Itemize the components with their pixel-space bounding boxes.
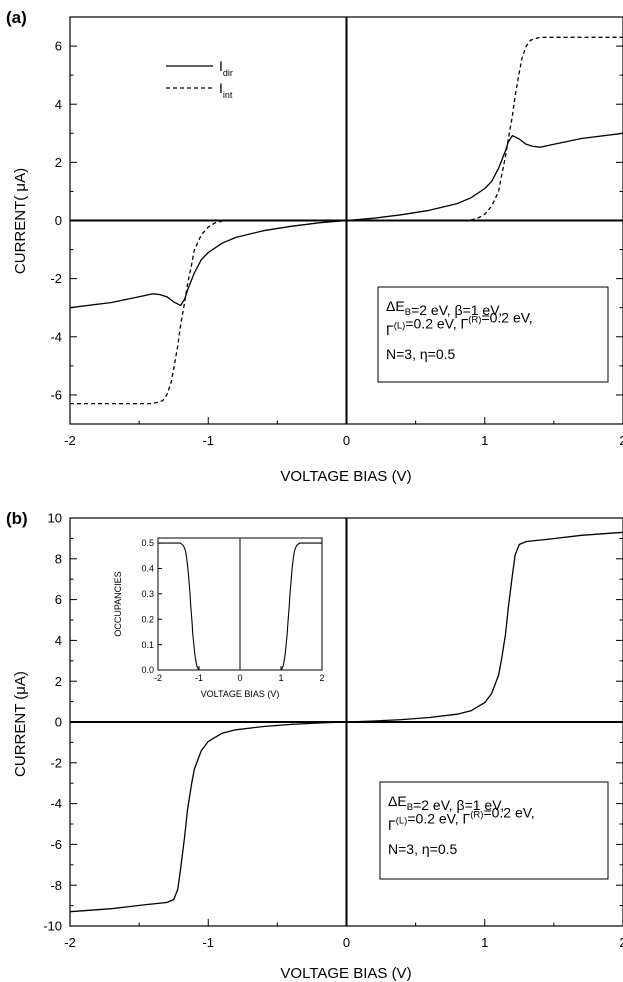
y-tick-label: 10 bbox=[48, 511, 62, 526]
legend-label: Iint bbox=[219, 80, 233, 100]
x-tick-label: 1 bbox=[481, 433, 488, 448]
inset-y-axis-label: OCCUPANCIES bbox=[113, 571, 123, 636]
series-line bbox=[69, 531, 623, 913]
inset-series-layer bbox=[158, 542, 322, 671]
annotation-text: Γ bbox=[388, 817, 396, 833]
x-tick-label: 2 bbox=[619, 433, 623, 448]
annotation-frame bbox=[379, 781, 609, 880]
x-tick-label: -2 bbox=[64, 433, 76, 448]
y-tick-label: -6 bbox=[50, 837, 62, 852]
series-line bbox=[158, 542, 322, 671]
y-tick-label: -4 bbox=[50, 796, 62, 811]
y-tick-label: 4 bbox=[55, 97, 62, 112]
annotation-line: ΔEB=2 eV, β=1 eV, bbox=[386, 298, 502, 318]
x-tick-label: 1 bbox=[481, 935, 488, 950]
inset-x-axis-label: VOLTAGE BIAS (V) bbox=[201, 689, 280, 699]
annotation-text: =0.2 eV, Γ bbox=[407, 811, 470, 827]
y-tick-label: 0 bbox=[55, 715, 62, 730]
legend-subscript: dir bbox=[223, 68, 233, 78]
annotation-text: =2 eV, β=1 eV, bbox=[413, 797, 504, 813]
annotation-line: N=3, η=0.5 bbox=[386, 346, 455, 362]
y-tick-label: -8 bbox=[50, 878, 62, 893]
x-tick-label: -2 bbox=[154, 673, 162, 683]
annotation-text: N=3, η=0.5 bbox=[388, 841, 457, 857]
x-tick-label: 0 bbox=[343, 433, 350, 448]
y-ticks: -6 -4 -2 0 2 4 6 bbox=[50, 39, 623, 402]
y-tick-label: 0.0 bbox=[141, 665, 154, 675]
y-tick-label: -4 bbox=[50, 329, 62, 344]
legend-label: Idir bbox=[219, 58, 233, 78]
occupancies-inset: 0.0 0.1 0.2 0.3 0.4 0.5 -2 -1 0 1 2 VOLTAGE BIAS … bbox=[113, 537, 325, 699]
y-axis-label: CURRENT( μA) bbox=[12, 168, 29, 274]
superscript: (R) bbox=[470, 809, 483, 820]
y-tick-label: 6 bbox=[55, 592, 62, 607]
x-ticks: -2 -1 0 1 2 bbox=[64, 417, 623, 448]
y-tick-label: 0.1 bbox=[141, 640, 154, 650]
x-tick-label: 1 bbox=[278, 673, 283, 683]
annotation-line: ΔEB=2 eV, β=1 eV, bbox=[388, 793, 504, 813]
y-tick-label: -10 bbox=[43, 919, 62, 934]
annotation-text: =0.2 eV, bbox=[483, 804, 534, 820]
x-tick-label: 2 bbox=[619, 935, 623, 950]
y-tick-label: 0.2 bbox=[141, 614, 154, 624]
inset-y-ticks: 0.0 0.1 0.2 0.3 0.4 0.5 bbox=[141, 538, 162, 675]
y-tick-label: 2 bbox=[55, 674, 62, 689]
x-axis-label: VOLTAGE BIAS (V) bbox=[280, 965, 411, 982]
x-tick-label: -1 bbox=[195, 673, 203, 683]
x-tick-label: 2 bbox=[319, 673, 324, 683]
y-tick-label: -2 bbox=[50, 271, 62, 286]
y-tick-label: 8 bbox=[55, 551, 62, 566]
subscript: B bbox=[405, 307, 411, 318]
annotation-text: Γ bbox=[386, 322, 394, 338]
y-tick-label: -2 bbox=[50, 755, 62, 770]
x-tick-label: -1 bbox=[202, 935, 214, 950]
parameter-box: ΔEB=2 eV, β=1 eV,Γ(L)=0.2 eV, Γ(R)=0.2 e… bbox=[379, 781, 609, 880]
annotation-text: N=3, η=0.5 bbox=[386, 346, 455, 362]
annotation-text: ΔE bbox=[388, 793, 407, 809]
annotation-line: N=3, η=0.5 bbox=[388, 841, 457, 857]
annotation-text: =0.2 eV, bbox=[481, 309, 532, 325]
annotation-line: Γ(L)=0.2 eV, Γ(R)=0.2 eV, bbox=[386, 309, 533, 338]
annotation-text: =0.2 eV, Γ bbox=[405, 316, 468, 332]
y-tick-label: 2 bbox=[55, 155, 62, 170]
annotation-line: Γ(L)=0.2 eV, Γ(R)=0.2 eV, bbox=[388, 804, 535, 833]
superscript: (L) bbox=[396, 816, 408, 827]
y-tick-label: 6 bbox=[55, 39, 62, 54]
x-tick-label: -1 bbox=[202, 433, 214, 448]
x-ticks: -2 -1 0 1 2 bbox=[64, 919, 623, 950]
legend-subscript: int bbox=[223, 90, 233, 100]
x-axis-label: VOLTAGE BIAS (V) bbox=[280, 468, 411, 485]
y-tick-label: 0.5 bbox=[141, 538, 154, 548]
annotation-frame bbox=[377, 286, 609, 383]
y-tick-label: 0 bbox=[55, 213, 62, 228]
x-tick-label: 0 bbox=[237, 673, 242, 683]
annotation-text: =2 eV, β=1 eV, bbox=[411, 302, 502, 318]
annotation-text: ΔE bbox=[386, 298, 405, 314]
x-tick-label: -2 bbox=[64, 935, 76, 950]
legend-main: I bbox=[219, 58, 223, 74]
panel-label: (a) bbox=[6, 8, 27, 27]
y-tick-label: -6 bbox=[50, 387, 62, 402]
y-tick-label: 0.3 bbox=[141, 589, 154, 599]
subscript: B bbox=[407, 802, 413, 813]
parameter-box: ΔEB=2 eV, β=1 eV,Γ(L)=0.2 eV, Γ(R)=0.2 e… bbox=[377, 286, 609, 383]
series-layer bbox=[69, 36, 623, 405]
legend-main: I bbox=[219, 80, 223, 96]
superscript: (R) bbox=[468, 314, 481, 325]
y-axis-label: CURRENT (μA) bbox=[12, 671, 29, 777]
panel-label: (b) bbox=[6, 509, 28, 528]
x-tick-label: 0 bbox=[343, 935, 350, 950]
y-tick-label: 0.4 bbox=[141, 564, 154, 574]
superscript: (L) bbox=[394, 321, 406, 332]
series-layer bbox=[69, 531, 623, 913]
y-tick-label: 4 bbox=[55, 633, 62, 648]
series-line bbox=[70, 36, 623, 405]
